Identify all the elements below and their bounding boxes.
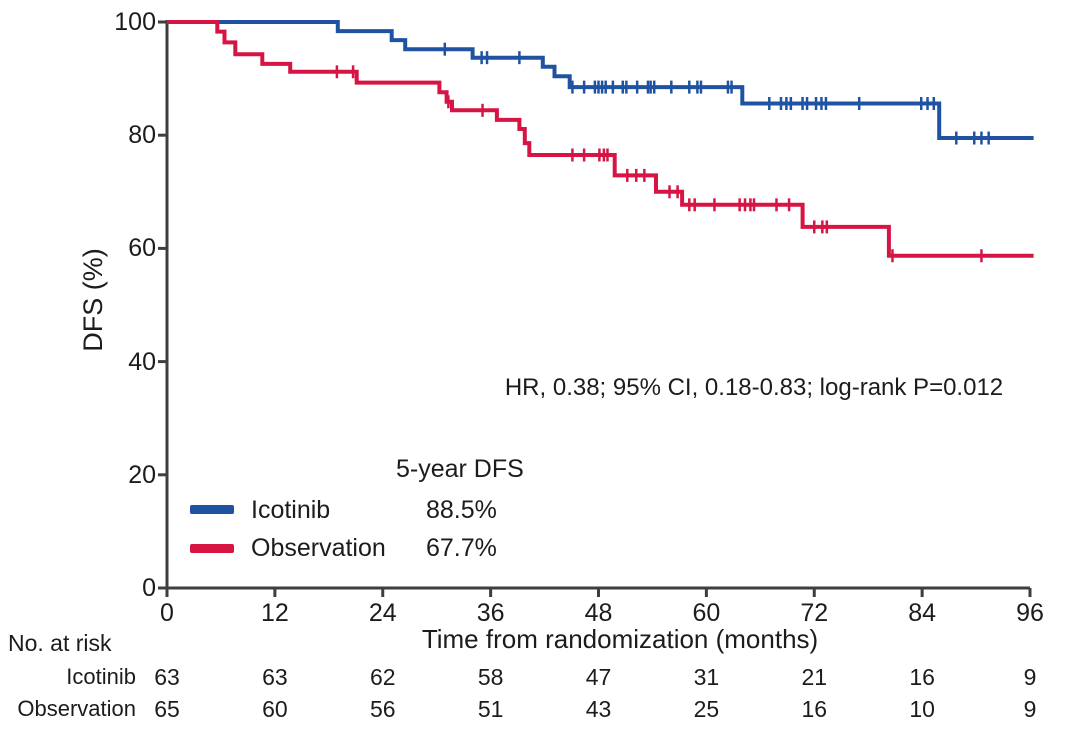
icotinib-line-swatch [190, 505, 234, 514]
y-tick-label: 80 [128, 121, 156, 150]
risk-count: 60 [262, 696, 288, 722]
y-tick-label: 40 [128, 347, 156, 376]
x-axis-title: Time from randomization (months) [421, 624, 819, 654]
risk-count: 58 [477, 664, 504, 690]
risk-count: 16 [801, 696, 828, 722]
x-tick-label: 24 [368, 599, 397, 627]
x-tick-label: 84 [908, 599, 937, 627]
legend-value-icotinib: 88.5% [426, 496, 497, 524]
x-tick-label: 96 [1016, 599, 1044, 627]
hr-stats-annotation: HR, 0.38; 95% CI, 0.18-0.83; log-rank P=… [504, 374, 1004, 401]
risk-count: 62 [369, 664, 396, 690]
x-tick-label: 60 [692, 599, 721, 627]
legend-label-observation: Observation [251, 534, 386, 562]
risk-count: 16 [909, 664, 935, 690]
legend-label-icotinib: Icotinib [251, 496, 331, 524]
risk-row-label: Icotinib [66, 664, 136, 689]
risk-count: 9 [1023, 664, 1037, 690]
y-tick-label: 0 [142, 574, 156, 602]
risk-count: 56 [369, 696, 396, 722]
risk-count: 47 [585, 664, 612, 690]
y-tick-label: 100 [114, 8, 156, 36]
risk-count: 63 [154, 664, 180, 690]
x-tick-label: 12 [260, 599, 289, 627]
risk-count: 43 [585, 696, 612, 722]
observation-line-swatch [190, 544, 234, 553]
risk-count: 51 [477, 696, 504, 722]
risk-table-title: No. at risk [8, 630, 112, 656]
risk-count: 9 [1023, 696, 1037, 722]
legend-header: 5-year DFS [396, 455, 524, 483]
risk-row-label: Observation [17, 696, 136, 721]
x-tick-label: 72 [800, 599, 829, 627]
observation-survival-curve [167, 20, 1034, 258]
risk-count: 10 [909, 696, 935, 722]
legend-value-observation: 67.7% [426, 534, 497, 562]
risk-count: 21 [801, 664, 828, 690]
x-tick-label: 0 [160, 599, 174, 627]
icotinib-survival-curve [167, 20, 1034, 140]
y-tick-label: 20 [128, 460, 156, 489]
x-tick-label: 36 [476, 599, 505, 627]
risk-count: 25 [693, 696, 720, 722]
risk-count: 31 [693, 664, 720, 690]
risk-count: 63 [262, 664, 288, 690]
x-tick-label: 48 [584, 599, 613, 627]
y-tick-label: 60 [128, 234, 156, 263]
risk-count: 65 [154, 696, 180, 722]
